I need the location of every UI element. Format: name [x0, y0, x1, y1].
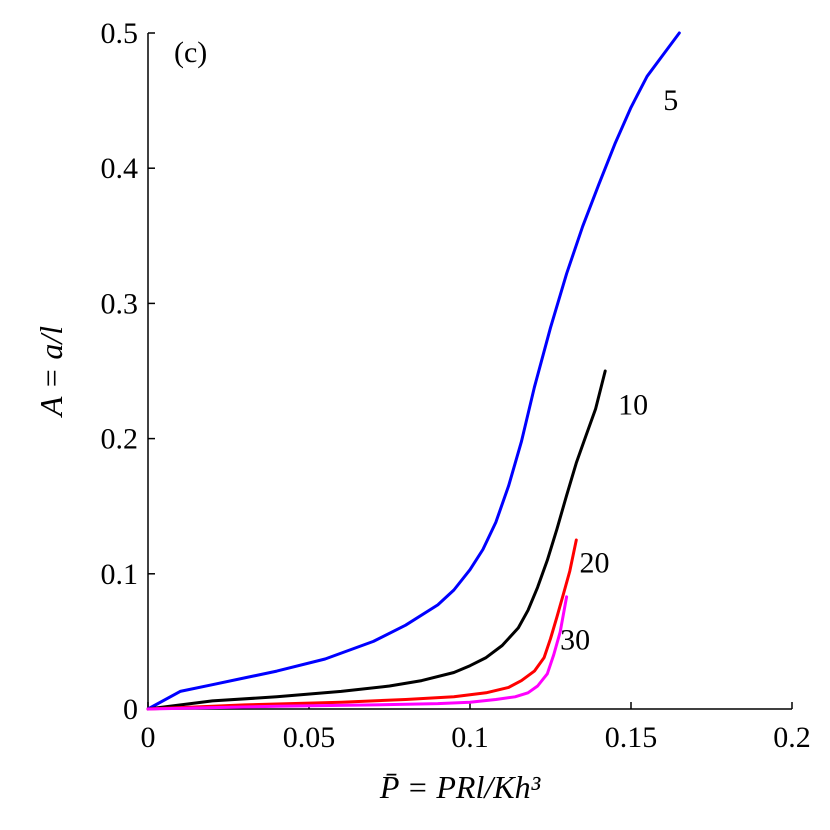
y-tick-label: 0.5: [101, 17, 139, 50]
ticks: 0 0.05 0.1 0.15 0.2 0 0.1 0.2 0.3 0.4 0.5: [101, 17, 811, 754]
x-axis-label-text: P̄ = PRl/Kh³: [379, 769, 541, 805]
series-label-30: 30: [560, 624, 590, 657]
x-tick-label: 0.05: [283, 721, 336, 754]
series-label-5: 5: [663, 84, 678, 117]
y-tick-label: 0.2: [101, 423, 139, 456]
panel-label: (c): [174, 36, 207, 69]
series-line-30: [146, 595, 569, 711]
series-line-5: [146, 31, 681, 711]
series-group: [146, 31, 681, 711]
x-tick-label: 0.1: [451, 721, 489, 754]
x-tick-label: 0.15: [605, 721, 658, 754]
x-tick-label: 0: [141, 721, 156, 754]
x-axis-label: P̄ = PRl/Kh³: [379, 769, 541, 805]
x-tick-label: 0.2: [773, 721, 811, 754]
y-axis-label: A = a/l: [33, 326, 69, 418]
series-label-20: 20: [579, 546, 609, 579]
y-tick-label: 0.1: [101, 558, 139, 591]
series-labels: 5 10 20 30: [560, 84, 678, 656]
series-line-20: [146, 538, 578, 711]
series-label-10: 10: [618, 388, 648, 421]
y-tick-label: 0.4: [101, 152, 139, 185]
axes: [147, 33, 792, 710]
y-tick-label: 0.3: [101, 287, 139, 320]
series-line-10: [146, 369, 607, 711]
y-tick-label: 0: [123, 693, 138, 726]
